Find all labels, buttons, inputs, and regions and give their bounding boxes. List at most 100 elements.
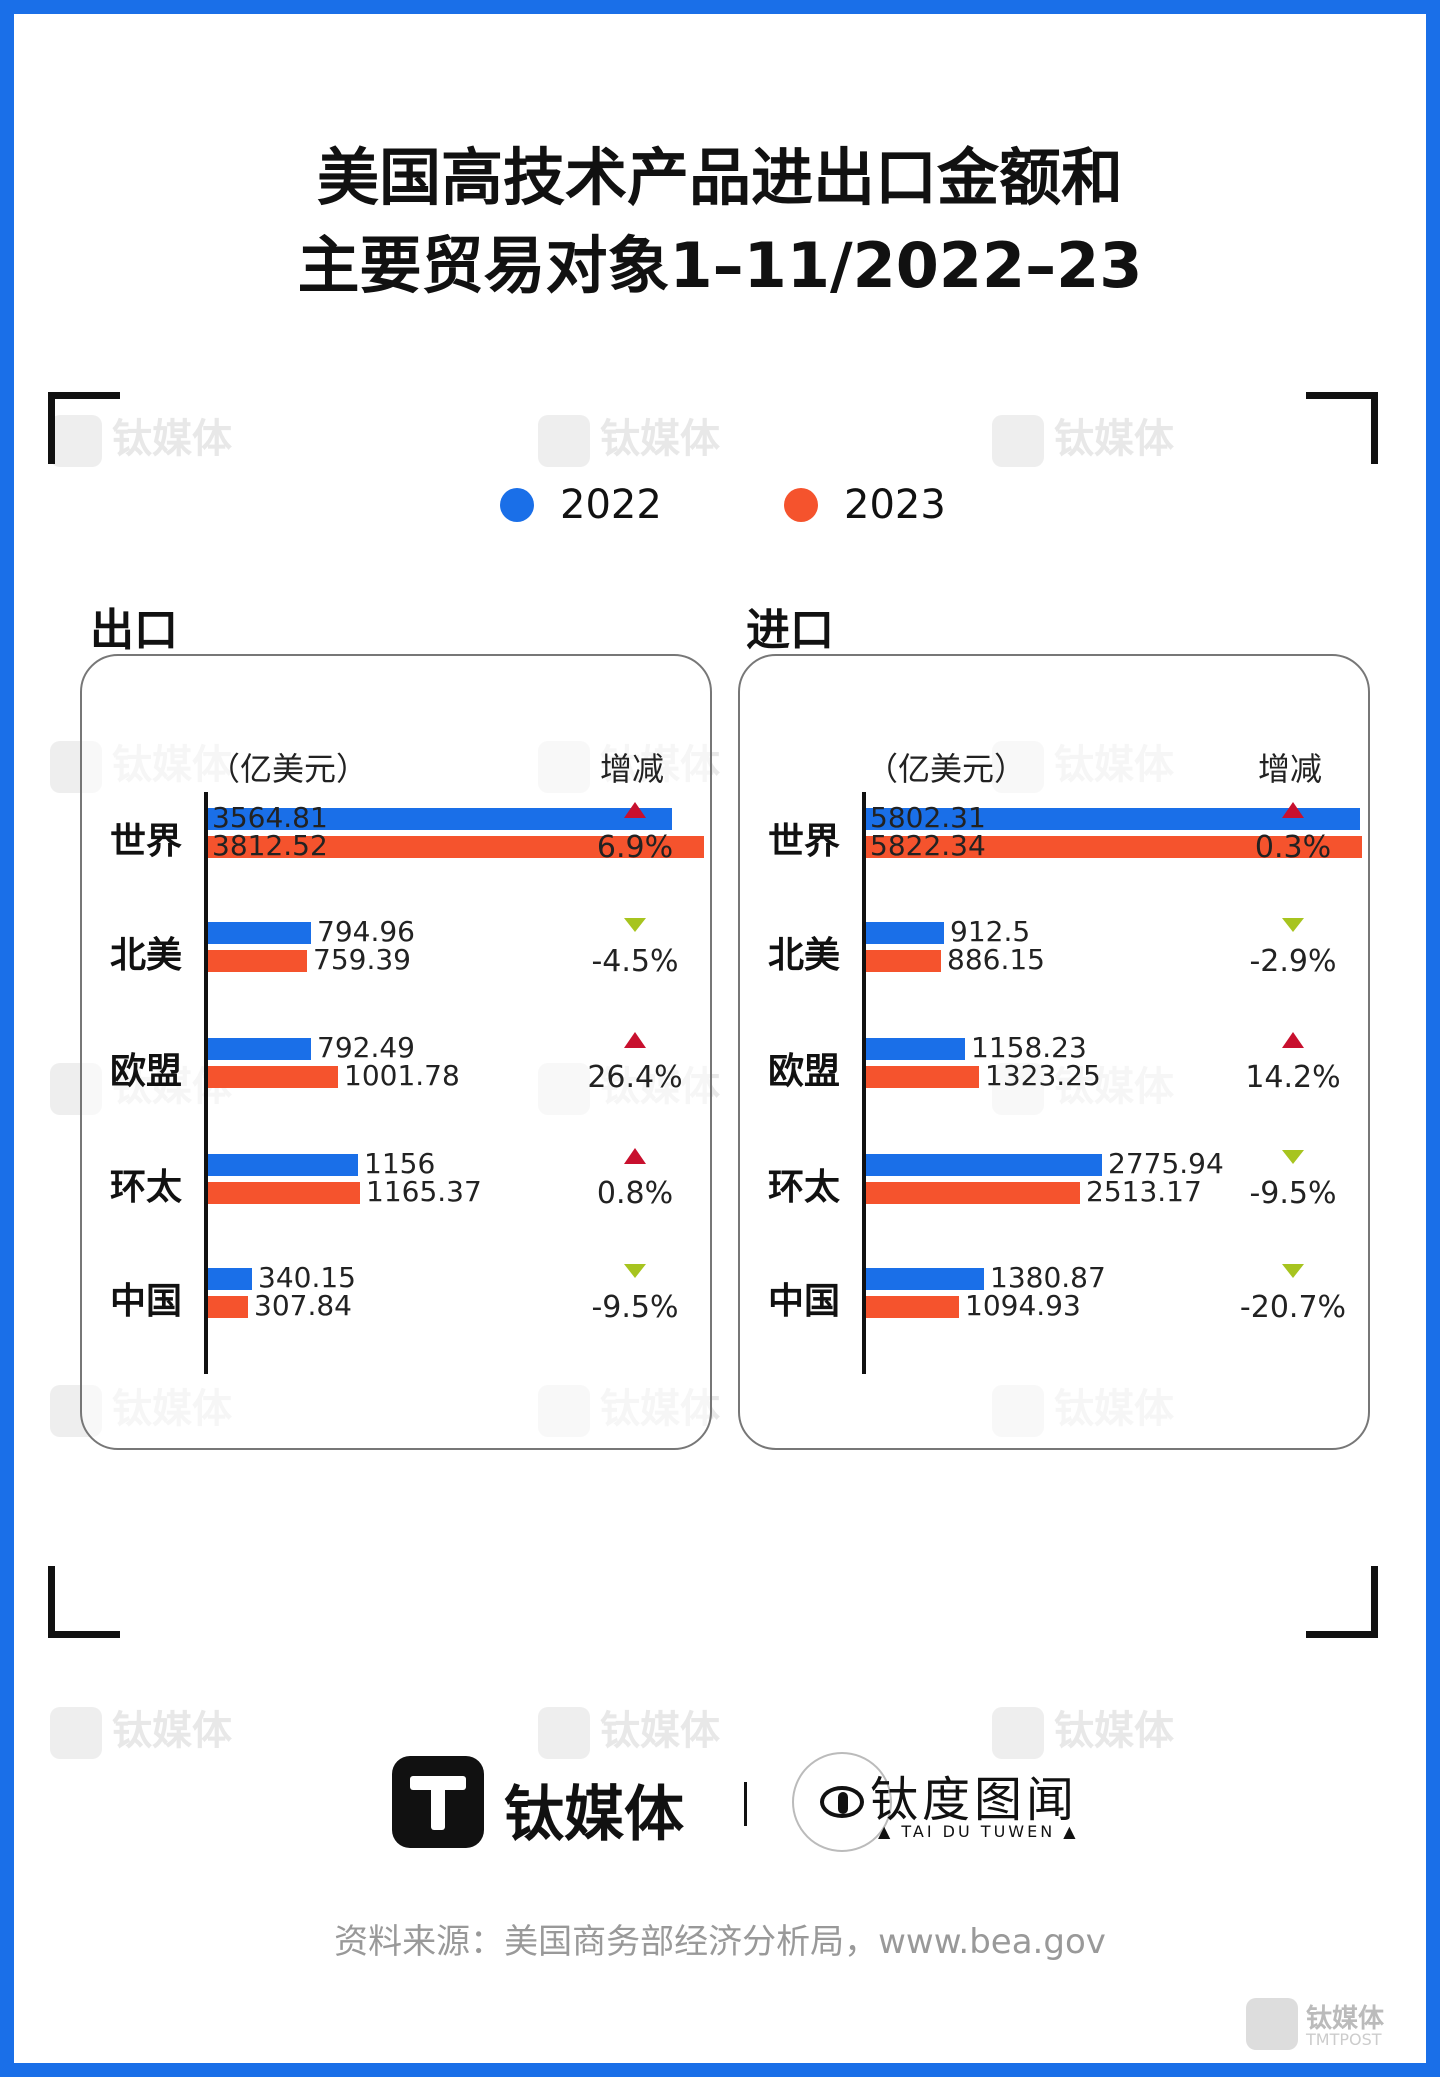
import-category-label: 世界 — [768, 821, 841, 862]
import-category-label: 欧盟 — [768, 1051, 841, 1092]
brand-subtitle-2: ▲ TAI DU TUWEN ▲ — [878, 1822, 1079, 1841]
infographic: 钛媒体钛媒体钛媒体钛媒体钛媒体钛媒体钛媒体钛媒体钛媒体钛媒体钛媒体钛媒体钛媒体钛… — [14, 14, 1426, 2063]
title-line-1: 美国高技术产品进出口金额和 — [316, 141, 1123, 214]
import-bar-2023 — [866, 1066, 979, 1088]
decrease-triangle-icon — [1282, 918, 1304, 932]
export-value-label-2022: 1156 — [364, 1147, 436, 1180]
import-bar-2022 — [866, 1038, 965, 1060]
source-note: 资料来源：美国商务部经济分析局，www.bea.gov — [334, 1922, 1106, 1962]
import-value-label-2023: 5822.34 — [870, 829, 986, 862]
corner-bracket-top-right — [1306, 392, 1378, 464]
export-bar-2023 — [208, 950, 307, 972]
corner-bracket-top-left — [48, 392, 120, 464]
export-bar-2022 — [208, 1154, 358, 1176]
import-bar-2023 — [866, 950, 941, 972]
import-bar-2022 — [866, 1154, 1102, 1176]
watermark: 钛媒体 — [50, 406, 232, 467]
legend-swatch-2022 — [500, 488, 534, 522]
export-bar-2023 — [208, 1296, 248, 1318]
import-value-label-2023: 2513.17 — [1086, 1175, 1202, 1208]
import-value-label-2022: 1158.23 — [971, 1031, 1087, 1064]
export-category-label: 世界 — [110, 821, 183, 862]
export-unit-label: （亿美元） — [208, 750, 369, 788]
watermark: 钛媒体 — [538, 1698, 720, 1759]
export-chart-panel: （亿美元） 增减 世界 3564.81 3812.52 6.9% 北美 794.96 759… — [80, 654, 712, 1450]
export-bar-2022 — [208, 922, 311, 944]
legend-label-2022: 2022 — [560, 482, 662, 528]
import-value-label-2022: 912.5 — [950, 915, 1031, 948]
import-category-label: 北美 — [768, 935, 841, 976]
page-title: 美国高技术产品进出口金额和 主要贸易对象1–11/2022–23 — [14, 134, 1426, 310]
import-value-label-2022: 2775.94 — [1108, 1147, 1224, 1180]
watermark: 钛媒体 — [992, 406, 1174, 467]
export-category-label: 中国 — [110, 1281, 183, 1322]
import-change-value: -2.9% — [1249, 944, 1337, 979]
corner-brand-name: 钛媒体 — [1306, 2004, 1385, 2034]
export-value-label-2023: 3812.52 — [212, 829, 328, 862]
import-value-label-2023: 1094.93 — [965, 1289, 1081, 1322]
import-change-value: 14.2% — [1245, 1060, 1341, 1095]
taidu-eye-icon — [792, 1752, 892, 1852]
legend-swatch-2023 — [784, 488, 818, 522]
corner-bracket-bottom-right — [1306, 1566, 1378, 1638]
increase-triangle-icon — [624, 1148, 646, 1164]
import-y-axis — [862, 792, 866, 1374]
brand-name-1: 钛媒体 — [504, 1780, 684, 1850]
legend-item-2023: 2023 — [784, 482, 946, 528]
increase-triangle-icon — [624, 802, 646, 818]
import-category-label: 中国 — [768, 1281, 841, 1322]
corner-brand-icon — [1246, 1998, 1298, 2050]
import-change-header: 增减 — [1258, 750, 1323, 788]
import-change-value: 0.3% — [1254, 830, 1332, 865]
import-change-value: -9.5% — [1249, 1176, 1337, 1211]
export-value-label-2022: 792.49 — [317, 1031, 415, 1064]
export-y-axis — [204, 792, 208, 1374]
watermark: 钛媒体 — [50, 1698, 232, 1759]
import-bar-2022 — [866, 808, 1360, 830]
export-value-label-2022: 340.15 — [258, 1261, 356, 1294]
import-value-label-2022: 5802.31 — [870, 801, 986, 834]
import-bar-2023 — [866, 1296, 959, 1318]
export-bar-2022 — [208, 808, 672, 830]
export-value-label-2023: 1165.37 — [366, 1175, 482, 1208]
export-change-value: 26.4% — [587, 1060, 683, 1095]
import-value-label-2022: 1380.87 — [990, 1261, 1106, 1294]
export-bar-2022 — [208, 1268, 252, 1290]
export-value-label-2023: 1001.78 — [344, 1059, 460, 1092]
import-unit-label: （亿美元） — [866, 750, 1027, 788]
export-change-value: 6.9% — [596, 830, 674, 865]
brand-divider — [744, 1782, 747, 1826]
export-value-label-2022: 794.96 — [317, 915, 415, 948]
title-line-2: 主要贸易对象1–11/2022–23 — [297, 229, 1143, 302]
export-value-label-2022: 3564.81 — [212, 801, 328, 834]
brand-logos: 钛媒体 钛度图闻 ▲ TAI DU TUWEN ▲ — [14, 1752, 1426, 1852]
export-bar-2023 — [208, 836, 704, 858]
brand-name-2: 钛度图闻 — [870, 1772, 1079, 1828]
import-chart-panel: （亿美元） 增减 世界 5802.31 5822.34 0.3% 北美 912.5 886.… — [738, 654, 1370, 1450]
import-value-label-2023: 886.15 — [947, 943, 1045, 976]
decrease-triangle-icon — [624, 1264, 646, 1278]
export-change-header: 增减 — [600, 750, 665, 788]
legend: 2022 2023 — [14, 482, 1426, 532]
import-value-label-2023: 1323.25 — [985, 1059, 1101, 1092]
import-bar-2022 — [866, 1268, 984, 1290]
export-change-value: 0.8% — [596, 1176, 674, 1211]
decrease-triangle-icon — [1282, 1150, 1304, 1164]
export-bar-2023 — [208, 1066, 338, 1088]
increase-triangle-icon — [1282, 1032, 1304, 1048]
export-category-label: 北美 — [110, 935, 183, 976]
export-bar-2022 — [208, 1038, 311, 1060]
corner-bracket-bottom-left — [48, 1566, 120, 1638]
tmtpost-logo-icon — [392, 1756, 484, 1848]
export-category-label: 欧盟 — [110, 1051, 183, 1092]
import-change-value: -20.7% — [1239, 1290, 1347, 1325]
corner-brand-sub: TMTPOST — [1306, 2030, 1382, 2049]
import-category-label: 环太 — [768, 1167, 841, 1208]
import-panel-title: 进口 — [746, 605, 834, 656]
increase-triangle-icon — [624, 1032, 646, 1048]
export-category-label: 环太 — [110, 1167, 183, 1208]
watermark: 钛媒体 — [992, 1698, 1174, 1759]
import-bar-2022 — [866, 922, 944, 944]
export-panel-title: 出口 — [90, 605, 178, 656]
decrease-triangle-icon — [624, 918, 646, 932]
